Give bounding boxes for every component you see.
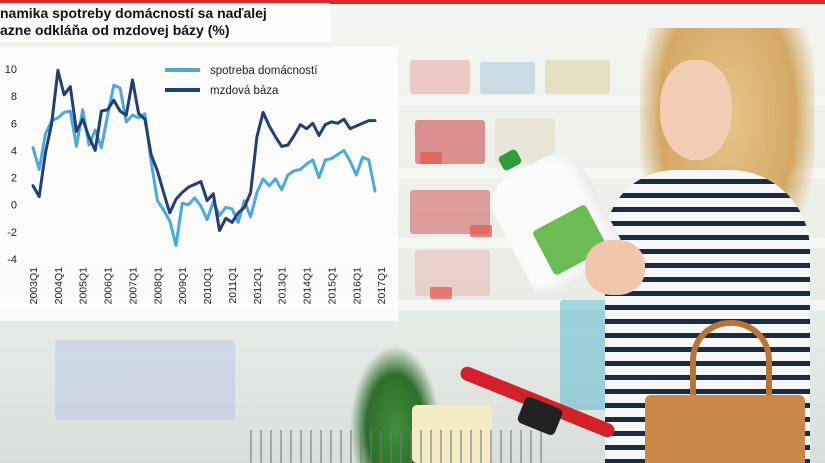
y-tick-label: -4 — [7, 254, 17, 266]
series-line-spotreba — [31, 83, 377, 247]
y-tick-label: 2 — [11, 173, 17, 185]
x-tick-label: 2008Q1 — [152, 267, 164, 305]
handbag — [645, 395, 805, 463]
y-tick-label: -2 — [7, 227, 17, 239]
y-tick-label: 4 — [11, 145, 17, 157]
y-tick-label: 10 — [5, 64, 17, 76]
x-tick-label: 2010Q1 — [202, 267, 214, 305]
shelf-product — [545, 60, 610, 94]
x-tick-label: 2005Q1 — [78, 267, 90, 305]
price-tag — [420, 152, 442, 164]
shelf-product — [410, 60, 470, 94]
chart-title-line-2: azne odkláňa od mzdovej bázy (%) — [0, 22, 230, 38]
x-tick-label: 2004Q1 — [53, 267, 65, 305]
x-tick-label: 2003Q1 — [28, 267, 40, 305]
series-line-mzdova — [31, 68, 377, 232]
y-tick-label: 0 — [11, 200, 17, 212]
shelf-product — [415, 250, 490, 296]
woman-face — [660, 60, 732, 160]
x-tick-label: 2017Q1 — [376, 267, 388, 305]
line-chart: 10 8 6 4 2 0 -2 -4 2003Q1 2004Q1 2005Q1 2006Q1 2007Q… — [5, 64, 388, 305]
chart-title-line-1: namika spotreby domácností sa naďalej — [0, 5, 267, 21]
shelf-edge — [0, 168, 825, 178]
x-tick-label: 2015Q1 — [326, 267, 338, 305]
shelf-edge — [0, 238, 825, 248]
legend-label: mzdová báza — [210, 85, 279, 97]
shelf-edge — [0, 96, 825, 106]
y-tick-label: 8 — [11, 91, 17, 103]
x-tick-label: 2009Q1 — [177, 267, 189, 305]
price-tag — [470, 225, 492, 237]
price-tag — [430, 287, 452, 299]
x-tick-label: 2013Q1 — [277, 267, 289, 305]
cart-basket — [250, 430, 550, 463]
x-tick-label: 2012Q1 — [252, 267, 264, 305]
shelf-product — [480, 62, 535, 94]
shelf-product — [55, 340, 235, 420]
accent-top-line — [0, 0, 825, 4]
x-tick-label: 2011Q1 — [227, 267, 239, 304]
x-tick-label: 2007Q1 — [127, 267, 139, 305]
x-tick-label: 2016Q1 — [351, 267, 363, 305]
y-tick-label: 6 — [11, 118, 17, 130]
handbag-handle — [690, 320, 772, 411]
x-tick-label: 2006Q1 — [103, 267, 115, 305]
chart-title: namika spotreby domácností sa naďalej az… — [0, 3, 330, 42]
hand — [585, 240, 645, 295]
shelf-edge — [0, 300, 825, 310]
x-tick-label: 2014Q1 — [302, 267, 314, 305]
legend-label: spotreba domácností — [210, 65, 318, 77]
